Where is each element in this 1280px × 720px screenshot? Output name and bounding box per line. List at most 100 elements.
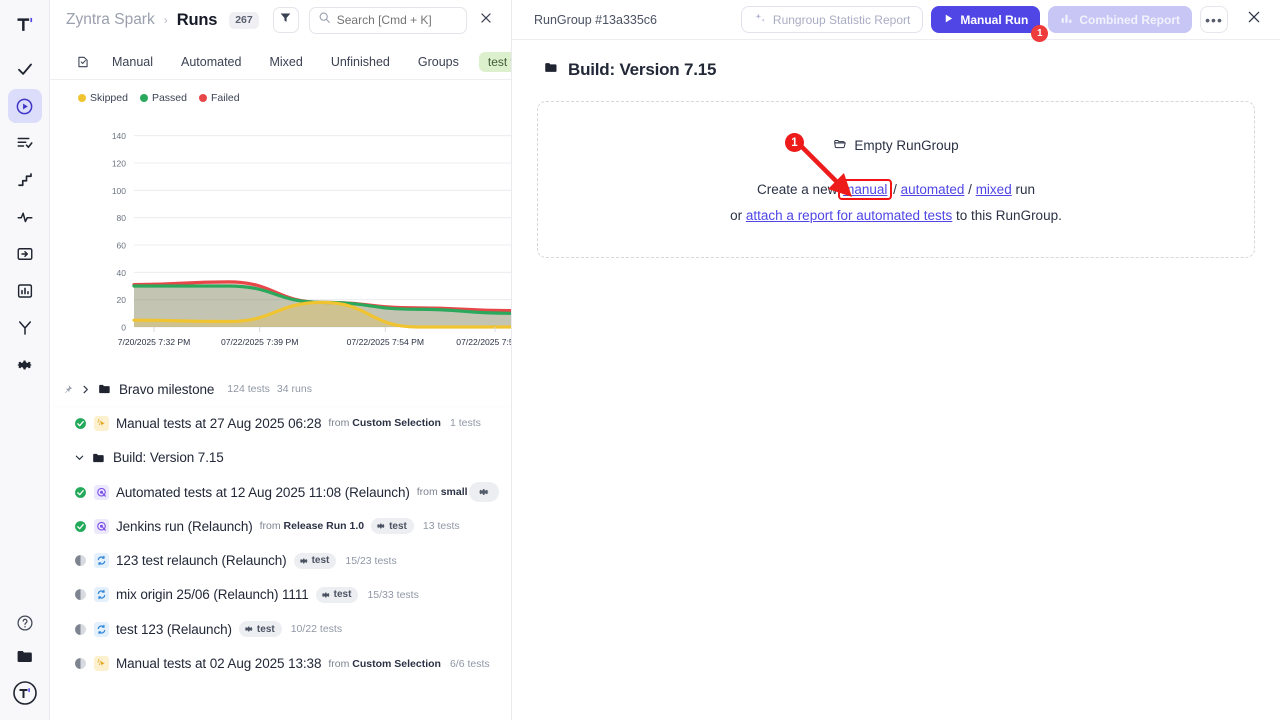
close-panel-button[interactable] — [1242, 5, 1266, 34]
rungroup-id-label: RunGroup #13a335c6 — [534, 12, 658, 27]
folder-icon[interactable] — [16, 647, 35, 671]
group-tests-count: 124 tests — [227, 383, 270, 396]
automated-run-icon[interactable] — [94, 518, 109, 534]
link-automated-run[interactable]: automated — [900, 181, 965, 197]
run-source: from Custom Selection — [328, 417, 441, 430]
run-group-row[interactable]: Bravo milestone 124 tests 34 runs — [50, 372, 511, 407]
svg-text:80: 80 — [117, 213, 127, 223]
run-tag-pill[interactable]: test — [238, 621, 282, 638]
status-partial-icon[interactable] — [74, 657, 87, 670]
legend-label-failed: Failed — [210, 92, 240, 104]
app-logo-icon[interactable] — [8, 8, 42, 42]
chart-svg: 0 20 40 60 80 100 120 140 7/20/2025 7:32 PM 07/22… — [112, 131, 511, 347]
link-mixed-run[interactable]: mixed — [975, 181, 1012, 197]
tab-manual[interactable]: Manual — [112, 54, 153, 69]
chevron-down-icon[interactable] — [74, 452, 85, 463]
tab-groups[interactable]: Groups — [417, 54, 459, 69]
empty-rungroup-card: Empty RunGroup Create a new manual / aut… — [537, 101, 1255, 258]
top-bar: Zyntra Spark › Runs 267 — [50, 0, 511, 40]
run-list-row[interactable]: Automated tests at 12 Aug 2025 11:08 (Re… — [50, 475, 511, 509]
folder-icon[interactable] — [98, 382, 112, 396]
status-passed-icon[interactable] — [74, 520, 87, 533]
gear-icon — [299, 556, 309, 566]
manual-run-button[interactable]: Manual Run 1 — [931, 6, 1049, 42]
tab-automated[interactable]: Automated — [181, 54, 242, 69]
sidebar-item-runs[interactable] — [7, 89, 42, 123]
gear-icon — [478, 486, 490, 498]
legend-label-passed: Passed — [151, 92, 187, 104]
sep-1: / — [889, 181, 901, 197]
run-tests-count: 15/33 tests — [367, 588, 419, 601]
sidebar-item-reports[interactable] — [8, 274, 42, 308]
account-avatar-icon[interactable] — [13, 681, 37, 710]
svg-text:100: 100 — [112, 186, 126, 196]
automated-run-icon[interactable] — [94, 484, 109, 500]
run-settings-button[interactable] — [469, 482, 499, 503]
help-circle-icon[interactable] — [16, 614, 34, 637]
tab-mixed[interactable]: Mixed — [269, 54, 303, 69]
folder-icon[interactable] — [92, 451, 106, 465]
legend-label-skipped: Skipped — [90, 92, 128, 104]
rungroup-statistic-report-label: Rungroup Statistic Report — [772, 12, 911, 27]
search-input[interactable] — [336, 13, 457, 27]
run-tests-count: 15/23 tests — [345, 554, 397, 567]
breadcrumb-project[interactable]: Zyntra Spark — [66, 11, 155, 28]
sidebar-item-milestones[interactable] — [8, 163, 42, 197]
svg-text:120: 120 — [112, 159, 126, 169]
link-manual-run[interactable]: manual — [838, 178, 893, 200]
mixed-run-icon[interactable] — [94, 621, 109, 637]
run-list-row[interactable]: test 123 (Relaunch) test 10/22 tests — [50, 612, 511, 646]
legend-item-passed: Passed — [139, 92, 187, 104]
pin-icon[interactable] — [62, 384, 73, 395]
status-passed-icon[interactable] — [74, 417, 87, 430]
run-list-row[interactable]: Jenkins run (Relaunch) from Release Run 1… — [50, 509, 511, 543]
run-group-row[interactable]: Build: Version 7.15 — [50, 441, 511, 475]
legend-dot-failed — [198, 94, 207, 102]
sidebar-item-test-cases[interactable] — [8, 52, 42, 86]
run-source: from Custom Selection — [328, 657, 441, 670]
svg-text:07/22/2025 7:54 PM: 07/22/2025 7:54 PM — [347, 337, 424, 347]
rungroup-statistic-report-button[interactable]: Rungroup Statistic Report — [740, 6, 924, 33]
run-list-row[interactable]: 123 test relaunch (Relaunch) test 15/23 te… — [50, 543, 511, 577]
svg-text:60: 60 — [117, 241, 127, 251]
row-content: mix origin 25/06 (Relaunch) 1111 test 15/3… — [74, 586, 511, 603]
manual-run-icon[interactable] — [94, 656, 109, 672]
mixed-run-icon[interactable] — [94, 587, 109, 603]
manual-run-icon[interactable] — [94, 415, 109, 431]
chevron-right-icon[interactable] — [80, 384, 91, 395]
status-partial-icon[interactable] — [74, 623, 87, 636]
manual-run-label: Manual Run — [960, 12, 1029, 27]
close-search-button[interactable] — [479, 11, 493, 30]
left-icon-rail — [0, 0, 50, 720]
filter-button[interactable] — [272, 7, 299, 33]
row-content: Jenkins run (Relaunch) from Release Run 1… — [74, 518, 511, 535]
status-passed-icon[interactable] — [74, 486, 87, 499]
tab-unfinished[interactable]: Unfinished — [330, 54, 390, 69]
status-partial-icon[interactable] — [74, 588, 87, 601]
run-list-row[interactable]: mix origin 25/06 (Relaunch) 1111 test 15/3… — [50, 578, 511, 612]
sidebar-item-integrations[interactable] — [8, 311, 42, 345]
search-box[interactable] — [308, 6, 467, 34]
more-options-button[interactable]: ••• — [1200, 6, 1228, 33]
chart-bar-icon — [1060, 12, 1073, 28]
row-content: Automated tests at 12 Aug 2025 11:08 (Re… — [74, 484, 511, 500]
run-tag-pill[interactable]: test — [293, 552, 337, 569]
link-attach-report[interactable]: attach a report for automated tests — [745, 207, 953, 223]
run-list-row[interactable]: Manual tests at 02 Aug 2025 13:38 from Cu… — [50, 646, 511, 680]
run-tag-pill[interactable]: test — [315, 586, 359, 603]
board-view-icon[interactable] — [68, 55, 98, 69]
gear-icon — [376, 521, 386, 531]
mixed-run-icon[interactable] — [94, 553, 109, 569]
run-tag-pill[interactable]: test — [371, 518, 414, 535]
sidebar-item-import[interactable] — [8, 237, 42, 271]
run-title: test 123 (Relaunch) — [116, 621, 232, 637]
sidebar-item-activity[interactable] — [8, 200, 42, 234]
status-partial-icon[interactable] — [74, 554, 87, 567]
annotation-arrow — [797, 142, 852, 197]
run-list-row[interactable]: Manual tests at 27 Aug 2025 06:28 from Cu… — [50, 406, 511, 440]
create-run-line: Create a new manual / automated / mixed … — [757, 178, 1035, 200]
combined-report-button[interactable]: Combined Report — [1048, 6, 1192, 33]
sidebar-item-settings[interactable] — [8, 348, 42, 382]
run-group-title: Bravo milestone — [119, 381, 215, 397]
sidebar-item-plans[interactable] — [8, 126, 42, 160]
